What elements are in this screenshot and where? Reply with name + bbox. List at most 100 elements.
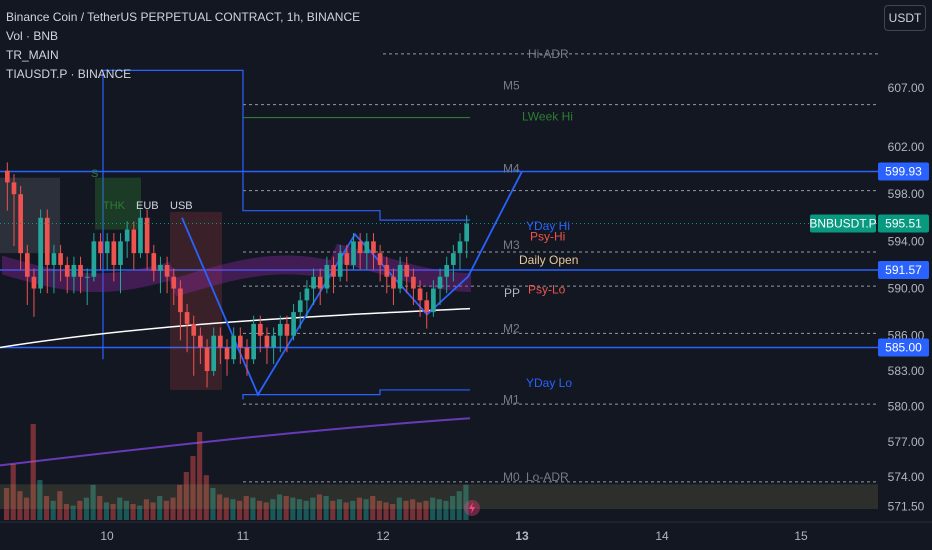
volume-bar: [256, 500, 263, 520]
price-badge-label: 585.00: [885, 340, 922, 354]
price-badge-label: 599.93: [885, 164, 922, 178]
volume-bar: [310, 497, 316, 520]
volume-bar: [190, 456, 196, 520]
volume-bar: [177, 484, 183, 520]
volume-bar: [376, 500, 382, 520]
candle-body: [364, 241, 370, 254]
x-tick-label: 14: [655, 529, 669, 543]
currency-unit-button[interactable]: USDT: [884, 5, 926, 31]
volume-bar: [243, 496, 249, 520]
pivot-label: M3: [503, 238, 520, 252]
volume-bar: [343, 502, 349, 520]
volume-bar: [117, 497, 123, 520]
volume-bar: [416, 502, 422, 520]
lightning-icon-glyph: [469, 502, 475, 514]
volume-bar: [97, 496, 103, 520]
candle-body: [351, 241, 356, 265]
last-price-label: 595.51: [885, 217, 922, 231]
candle-body: [317, 276, 323, 289]
x-tick-label: 15: [794, 529, 808, 543]
candle-body: [404, 264, 410, 277]
candle-body: [264, 335, 270, 348]
candle-body: [311, 276, 316, 289]
pivot-label: M2: [503, 322, 520, 336]
symbol-badge-label: BNBUSDT.P: [809, 217, 876, 231]
slow-ma-line: [0, 417, 471, 467]
volume-bar: [263, 502, 269, 520]
volume-bar: [270, 499, 276, 520]
candle-body: [257, 323, 263, 336]
volume-bar: [443, 500, 449, 520]
pivot-label: M0: [503, 470, 520, 484]
candle-body: [71, 264, 77, 277]
pivot-label: PP: [504, 286, 520, 300]
volume-bar: [70, 505, 76, 520]
candle-body: [58, 253, 63, 265]
candle-body: [164, 264, 170, 277]
candle-body: [151, 253, 157, 271]
candle-body: [251, 323, 256, 360]
lo-adr-band: [0, 484, 878, 510]
candle-body: [84, 276, 90, 278]
x-tick-label: 12: [376, 529, 390, 543]
pivot-label: Psy-Hi: [530, 230, 565, 244]
candle-body: [144, 217, 150, 254]
candle-body: [138, 217, 143, 254]
candle-body: [451, 253, 456, 265]
y-tick-label: 577.00: [888, 435, 925, 449]
candle-body: [91, 241, 97, 277]
y-tick-label: 607.00: [888, 81, 925, 95]
volume-bar: [350, 500, 356, 520]
session-label: EUB: [136, 200, 159, 212]
volume-bar: [43, 496, 50, 520]
pivot-label: M4: [503, 161, 520, 175]
volume-bar: [237, 500, 243, 520]
candle-body: [437, 276, 443, 289]
pivot-label: LWeek Hi: [522, 109, 573, 123]
candle-body: [98, 241, 103, 254]
volume-bar: [63, 504, 70, 520]
candle-body: [191, 323, 197, 336]
volume-bar: [296, 499, 303, 520]
pivot-label: M5: [503, 79, 520, 93]
volume-bar: [77, 500, 83, 520]
candle-body: [38, 217, 43, 289]
pivot-label: Psy-Lo: [528, 283, 566, 297]
volume-bar: [370, 496, 376, 520]
candle-body: [64, 264, 70, 277]
candle-body: [357, 241, 363, 254]
chart-title: Binance Coin / TetherUS PERPETUAL CONTRA…: [6, 10, 361, 24]
indicator-1[interactable]: TR_MAIN: [6, 48, 59, 62]
volume-bar: [356, 497, 362, 520]
volume-bar: [463, 484, 469, 520]
candle-body: [284, 323, 290, 336]
volume-bar: [410, 499, 416, 520]
x-tick-label: 13: [515, 529, 529, 543]
volume-bar: [130, 504, 136, 520]
pivot-label: Lo-ADR: [526, 470, 569, 484]
volume-bar: [10, 464, 16, 520]
candle-body: [178, 288, 183, 313]
candle-body: [211, 335, 217, 372]
volume-bar: [330, 500, 336, 520]
session-box: [95, 177, 141, 230]
candle-body: [4, 170, 10, 183]
candle-body: [304, 288, 310, 301]
candle-body: [391, 276, 396, 289]
volume-bar: [430, 497, 436, 520]
volume-bar: [23, 497, 30, 520]
candle-body: [417, 288, 423, 301]
candle-body: [11, 182, 17, 195]
candle-body: [371, 241, 376, 254]
candle-body: [324, 264, 330, 289]
pivot-label: YDay Lo: [526, 376, 572, 390]
indicator-2[interactable]: TIAUSDT.P · BINANCE: [6, 67, 132, 81]
chart-legend: Binance Coin / TetherUS PERPETUAL CONTRA…: [6, 8, 360, 84]
range-box: [242, 389, 470, 400]
volume-bar: [336, 499, 343, 520]
candle-body: [457, 241, 463, 254]
indicator-0[interactable]: Vol · BNB: [6, 29, 59, 43]
candle-body: [297, 300, 303, 313]
